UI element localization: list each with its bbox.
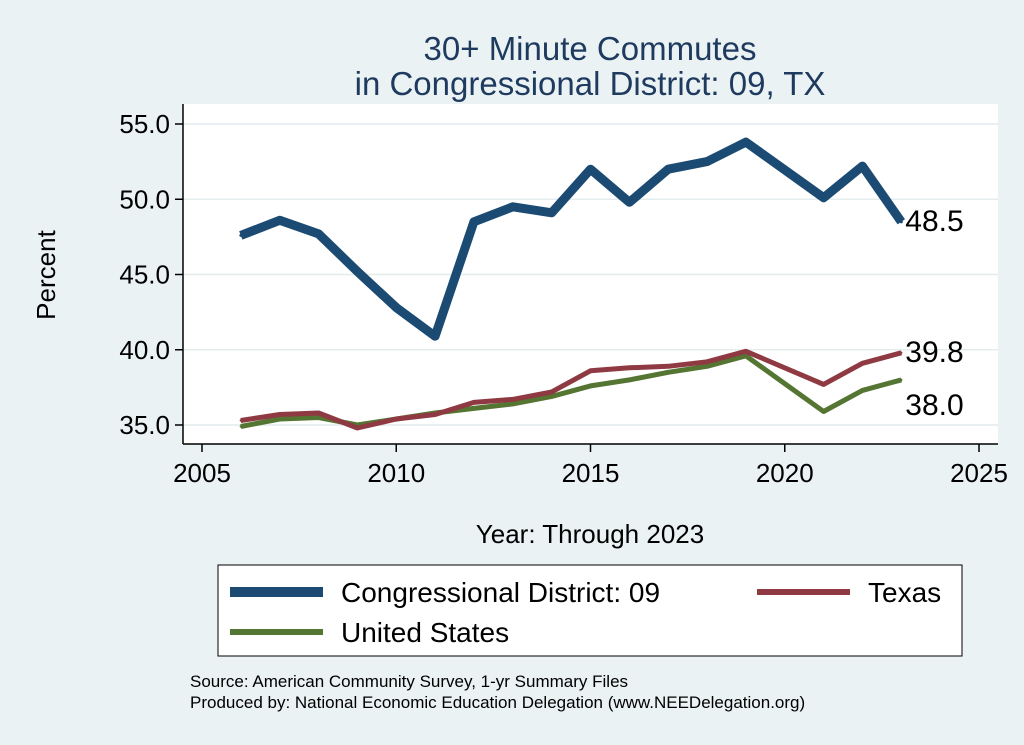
legend-label-district: Congressional District: 09 (341, 577, 660, 608)
data-point-texas-2007 (278, 413, 281, 416)
chart-subtitle: in Congressional District: 09, TX (355, 65, 826, 102)
data-point-district-2018 (705, 160, 709, 164)
end-labels: 38.0 39.8 48.5 (905, 205, 963, 422)
data-point-district-2009 (355, 269, 359, 273)
data-point-district-2011 (433, 334, 437, 338)
data-point-us-2017 (667, 371, 670, 374)
data-point-texas-2016 (628, 366, 631, 370)
chart-title: 30+ Minute Commutes (424, 30, 757, 67)
x-tick-label-0: 2005 (173, 458, 231, 488)
end-label-district: 48.5 (905, 205, 963, 238)
data-point-us-2007 (278, 417, 281, 421)
data-point-district-2012 (472, 220, 476, 224)
x-axis-title: Year: Through 2023 (476, 519, 704, 549)
data-point-us-2012 (472, 407, 476, 410)
data-point-texas-2008 (317, 411, 320, 415)
data-point-district-2010 (394, 306, 398, 310)
end-label-us: 38.0 (905, 389, 963, 422)
gridlines (183, 123, 998, 426)
y-tick-label-3: 50.0 (119, 184, 170, 214)
x-tick-label-2: 2015 (562, 458, 620, 488)
data-point-us-2013 (511, 402, 514, 406)
data-point-texas-2009 (356, 426, 359, 430)
x-tick-label-3: 2020 (756, 458, 814, 488)
data-point-district-2013 (511, 205, 515, 209)
legend-label-us: United States (341, 617, 509, 648)
data-point-district-2007 (278, 218, 282, 222)
data-point-texas-2013 (511, 398, 514, 401)
data-point-texas-2006 (239, 419, 243, 422)
data-point-district-2017 (666, 167, 670, 171)
data-point-texas-2022 (861, 362, 864, 365)
x-axis-ticks: 2005 2010 2015 2020 2025 (173, 444, 1008, 488)
data-point-texas-2021 (822, 383, 825, 386)
data-point-district-2008 (317, 232, 321, 236)
data-point-texas-2018 (705, 360, 709, 363)
data-point-us-2014 (550, 395, 553, 398)
data-point-texas-2017 (667, 365, 670, 368)
data-point-texas-2019 (744, 350, 748, 353)
data-point-district-2014 (550, 211, 554, 215)
end-label-texas: 39.8 (905, 336, 963, 369)
data-point-us-2015 (589, 384, 592, 388)
y-axis-title: Percent (31, 229, 61, 319)
data-point-district-2022 (860, 164, 864, 168)
y-tick-label-2: 45.0 (119, 260, 170, 290)
data-point-us-2023 (900, 378, 903, 382)
data-point-us-2016 (628, 378, 631, 382)
data-point-texas-2023 (900, 351, 903, 354)
data-point-district-2016 (627, 200, 631, 204)
data-point-us-2008 (317, 416, 320, 419)
series-lines (239, 137, 905, 431)
legend-box (217, 564, 963, 657)
data-point-us-2019 (744, 354, 748, 357)
data-point-district-2023 (899, 220, 903, 224)
data-point-us-2022 (861, 389, 864, 392)
data-point-us-2018 (705, 365, 709, 368)
y-tick-label-1: 40.0 (119, 335, 170, 365)
x-tick-label-1: 2010 (367, 458, 425, 488)
data-point-us-2021 (822, 410, 825, 413)
data-point-district-2015 (589, 167, 592, 171)
y-tick-label-0: 35.0 (119, 410, 170, 440)
data-point-us-2006 (239, 425, 243, 428)
produced-by-line: Produced by: National Economic Education… (190, 693, 805, 712)
y-axis-ticks: 35.0 40.0 45.0 50.0 55.0 (119, 109, 183, 440)
y-tick-label-4: 55.0 (119, 109, 170, 139)
data-point-texas-2012 (472, 401, 476, 404)
data-point-texas-2015 (589, 369, 592, 373)
x-tick-label-4: 2025 (950, 458, 1008, 488)
data-point-texas-2011 (433, 413, 437, 416)
data-point-district-2019 (744, 140, 748, 144)
data-point-texas-2014 (550, 390, 553, 394)
data-point-texas-2010 (395, 417, 398, 421)
legend: Congressional District: 09 Texas United … (217, 564, 963, 657)
data-point-district-2006 (239, 233, 243, 237)
data-point-district-2021 (822, 196, 826, 200)
source-line: Source: American Community Survey, 1-yr … (190, 672, 628, 691)
legend-label-texas: Texas (868, 577, 941, 608)
